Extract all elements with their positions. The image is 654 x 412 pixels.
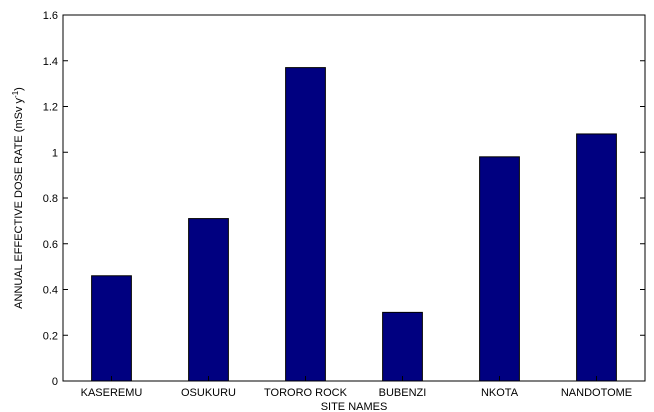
y-tick-label: 0.8: [43, 193, 58, 205]
x-tick-label: OSUKURU: [181, 387, 236, 399]
bar-nkota: [479, 156, 520, 382]
bar-osukuru: [188, 218, 229, 382]
x-tick-label: NANDOTOME: [561, 387, 632, 399]
y-tick-label: 1: [52, 147, 58, 159]
bars: [91, 67, 617, 382]
bar-kaseremu: [91, 275, 132, 382]
y-axis-ticks: 0 0.2 0.4 0.6 0.8 1 1.2 1.4 1.6: [43, 10, 645, 388]
x-tick-label: BUBENZI: [379, 387, 427, 399]
y-axis-title-suffix: ): [13, 87, 25, 91]
y-axis-title-superscript: -1: [11, 90, 20, 98]
bar-nandotome: [576, 133, 617, 382]
y-axis-title-main: ANNUAL EFFECTIVE DOSE RATE (mSv y: [13, 97, 25, 308]
x-axis-title: SITE NAMES: [321, 401, 388, 412]
x-axis-tick-labels: KASEREMU OSUKURU TORORO ROCK BUBENZI NKOTA NA…: [81, 376, 632, 399]
plot-frame: [62, 14, 646, 382]
y-tick-label: 0.2: [43, 330, 58, 342]
x-tick-label: KASEREMU: [81, 387, 143, 399]
x-tick-label: TORORO ROCK: [264, 387, 348, 399]
y-tick-label: 0: [52, 376, 58, 388]
bar-bubenzi: [382, 311, 423, 382]
y-tick-label: 1.6: [43, 10, 58, 22]
y-tick-label: 1.4: [43, 56, 58, 68]
bar-tororo-rock: [285, 67, 326, 382]
y-tick-label: 0.6: [43, 239, 58, 251]
x-tick-label: NKOTA: [481, 387, 519, 399]
y-axis-title: ANNUAL EFFECTIVE DOSE RATE (mSv y-1): [11, 87, 25, 309]
y-tick-label: 1.2: [43, 102, 58, 114]
y-tick-label: 0.4: [43, 285, 58, 297]
